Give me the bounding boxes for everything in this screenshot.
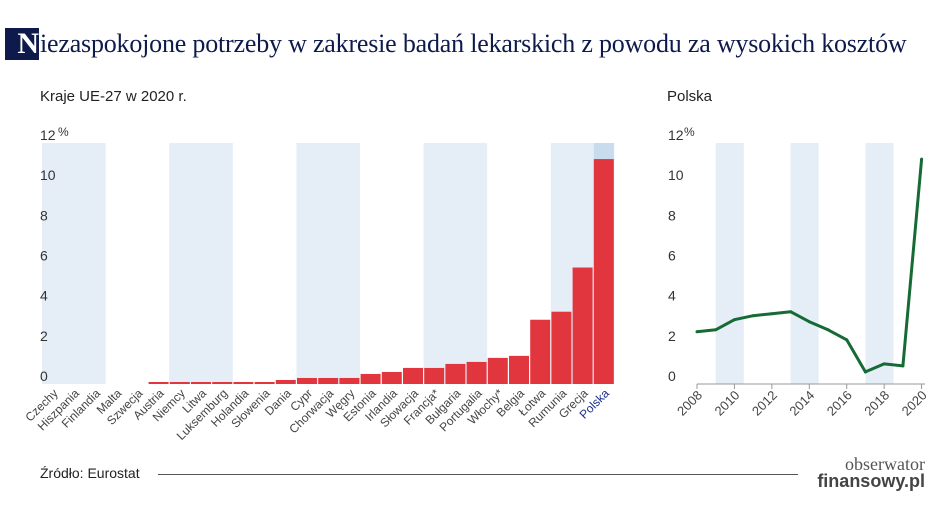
logo-line-1: obserwator (845, 454, 925, 474)
bar-y-tick-label: 0 (40, 368, 48, 384)
bar (297, 377, 317, 384)
bar-y-unit: % (58, 125, 69, 139)
bar (593, 159, 614, 384)
line-chart-title: Polska (667, 88, 713, 105)
bar (530, 319, 551, 384)
line-point (863, 370, 867, 374)
line-x-tick-label: 2010 (711, 388, 742, 419)
line-y-tick-label: 10 (668, 167, 684, 183)
bar-y-tick-label: 8 (40, 207, 48, 223)
bar (403, 367, 423, 384)
bar (551, 311, 572, 384)
line-x-tick-label: 2016 (824, 388, 855, 419)
line-x-tick-label: 2018 (861, 388, 892, 419)
bar (466, 361, 487, 384)
line-point (920, 157, 924, 161)
page-title: iezaspokojone potrzeby w zakresie badań … (40, 29, 907, 58)
line-chart: 0 2 4 6 8 10 12 % 2008 2010 2012 2014 2016 2018 2020 (668, 125, 930, 419)
bar (424, 367, 445, 384)
line-point (695, 330, 699, 334)
bar (572, 267, 593, 384)
title-initial-box: N (5, 28, 39, 60)
publisher-logo: obserwator finansowy.pl (795, 455, 925, 495)
bar-chart-title: Kraje UE-27 w 2020 r. (40, 88, 187, 105)
bar (275, 379, 296, 384)
line-x-tick-label: 2008 (674, 388, 705, 419)
line-band (865, 143, 894, 384)
line-y-tick-label: 12 (668, 127, 684, 143)
source-divider (158, 474, 798, 475)
source-label: Źródło: Eurostat (40, 465, 140, 481)
line-y-tick-label: 4 (668, 288, 676, 304)
line-y-tick-label: 6 (668, 248, 676, 264)
line-band (790, 143, 819, 384)
bar (445, 363, 466, 384)
bar-y-tick-label: 6 (40, 248, 48, 264)
bar (339, 377, 360, 384)
line-point (845, 338, 849, 342)
bar-y-tick-label: 4 (40, 288, 48, 304)
line-y-unit: % (684, 125, 695, 139)
line-point (826, 328, 830, 332)
line-y-tick-label: 0 (668, 368, 676, 384)
line-x-tick-label: 2020 (899, 388, 930, 419)
line-point (901, 364, 905, 368)
bar (191, 381, 211, 384)
bar-y-tick-label: 12 (40, 127, 56, 143)
line-x-tick-label: 2014 (786, 388, 817, 419)
bar-band (423, 143, 488, 384)
title-bar: N iezaspokojone potrzeby w zakresie bada… (0, 28, 951, 60)
line-point (732, 318, 736, 322)
bar-y-tick-label: 2 (40, 328, 48, 344)
bar-band (296, 143, 360, 384)
line-band (715, 143, 744, 384)
line-point (751, 314, 755, 318)
bar (381, 371, 402, 384)
bar (169, 381, 190, 384)
line-point (770, 312, 774, 316)
bar (148, 381, 169, 384)
line-point (789, 310, 793, 314)
bar (487, 357, 508, 384)
bar (212, 381, 233, 384)
line-point (882, 362, 886, 366)
line-point (714, 328, 718, 332)
line-x-tick-label: 2012 (749, 388, 780, 419)
bar (254, 381, 275, 384)
bar (360, 373, 381, 384)
logo-line-2: finansowy.pl (817, 471, 925, 491)
bar (318, 377, 339, 384)
line-point (807, 320, 811, 324)
line-y-tick-label: 2 (668, 328, 676, 344)
bar-band (42, 143, 106, 384)
bar-y-tick-label: 10 (40, 167, 56, 183)
bar-band (169, 143, 233, 384)
bar (233, 381, 254, 384)
line-y-tick-label: 8 (668, 207, 676, 223)
bar (509, 355, 529, 384)
